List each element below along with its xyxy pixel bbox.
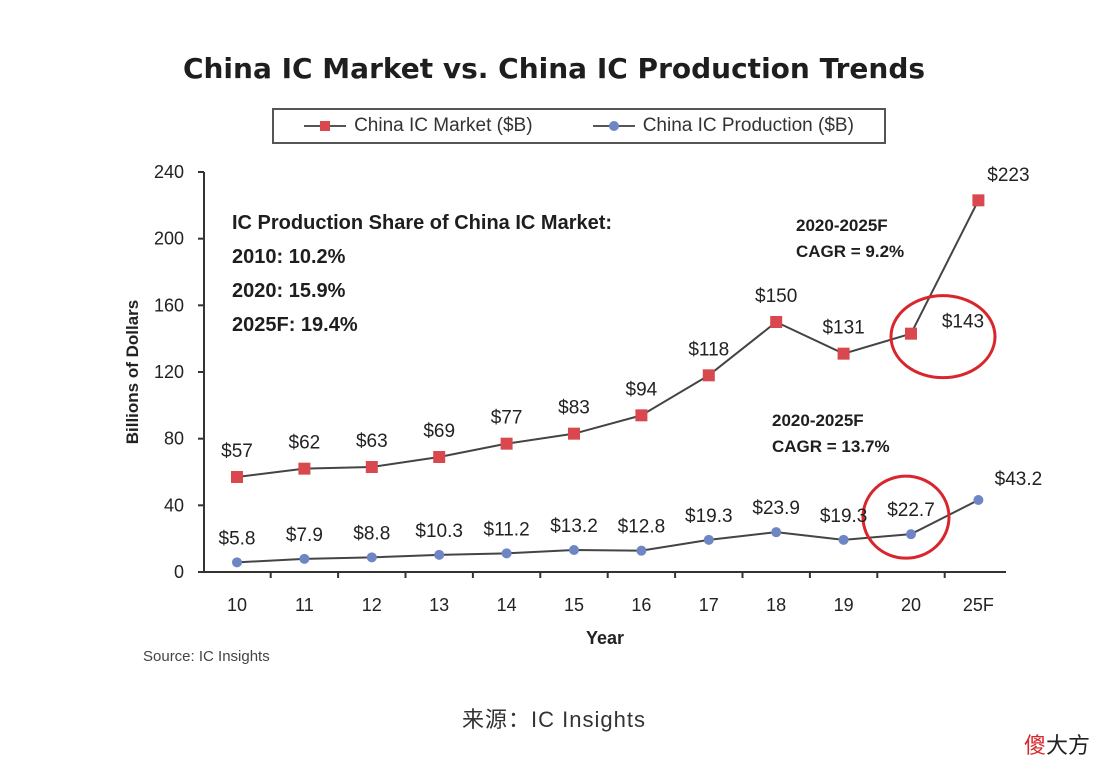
x-tick-label: 19	[834, 595, 854, 615]
source-note: Source: IC Insights	[143, 648, 270, 665]
market-point	[500, 437, 513, 450]
production-point	[434, 549, 445, 560]
market-point	[365, 461, 378, 473]
production-data-label: $13.2	[550, 516, 598, 537]
cagr-production-annotation: 2020-2025F CAGR = 13.7%	[772, 408, 890, 460]
x-tick-label: 14	[497, 595, 517, 615]
highlight-circle-market	[889, 294, 997, 380]
share-annotation: IC Production Share of China IC Market: …	[232, 206, 612, 342]
market-point	[905, 327, 917, 340]
production-data-label: $19.3	[685, 506, 733, 527]
market-point	[972, 194, 985, 207]
production-data-label: $43.2	[995, 469, 1043, 490]
production-data-label: $12.8	[618, 517, 666, 538]
production-point	[973, 495, 984, 505]
production-point	[569, 545, 579, 555]
watermark-rest: 大方	[1045, 733, 1090, 758]
x-axis-label: Year	[586, 628, 624, 648]
market-data-label: $150	[755, 286, 797, 307]
production-data-label: $10.3	[415, 521, 463, 542]
production-point	[636, 545, 647, 556]
production-point	[232, 557, 242, 568]
legend-label-market: China IC Market ($B)	[354, 115, 533, 136]
y-tick-label: 160	[154, 295, 184, 315]
production-data-label: $19.3	[820, 506, 868, 527]
production-data-label: $11.2	[484, 519, 530, 540]
production-point	[501, 548, 512, 559]
legend-item-production: China IC Production ($B)	[592, 115, 854, 137]
market-data-label: $223	[987, 165, 1029, 186]
highlight-circle-production	[861, 474, 951, 560]
x-tick-label: 20	[901, 595, 921, 615]
share-line-2010: 2010: 10.2%	[232, 246, 346, 268]
watermark-first-char: 傻	[1023, 733, 1046, 758]
production-point	[366, 552, 377, 563]
production-data-label: $7.9	[286, 525, 323, 546]
market-point	[231, 471, 243, 483]
x-tick-label: 25F	[963, 595, 994, 615]
market-point	[298, 462, 311, 475]
series-line-market	[236, 199, 980, 478]
x-tick-label: 13	[429, 595, 449, 615]
market-data-label: $143	[942, 312, 984, 333]
legend: China IC Market ($B) China IC Production…	[272, 108, 886, 144]
production-point	[299, 553, 310, 564]
x-tick-label: 10	[227, 595, 247, 615]
production-data-label: $22.7	[887, 500, 935, 521]
x-tick-label: 18	[766, 595, 786, 615]
y-tick-label: 200	[154, 229, 184, 249]
market-point	[635, 409, 648, 422]
production-point	[703, 534, 714, 545]
y-tick-label: 240	[154, 162, 184, 182]
cagr-production-value: CAGR = 13.7%	[772, 437, 890, 456]
production-point	[906, 529, 916, 540]
market-data-label: $62	[289, 433, 321, 454]
cagr-market-period: 2020-2025F	[796, 216, 888, 235]
market-point	[702, 369, 715, 382]
market-data-label: $83	[558, 398, 590, 419]
x-tick-label: 12	[362, 595, 382, 615]
production-data-label: $5.8	[219, 528, 256, 549]
share-line-2020: 2020: 15.9%	[232, 280, 346, 302]
market-data-label: $69	[423, 421, 455, 442]
watermark: 傻大方	[1024, 728, 1090, 760]
x-tick-label: 16	[631, 595, 651, 615]
series-line-production	[236, 499, 979, 564]
market-point	[433, 451, 446, 463]
market-data-label: $118	[688, 339, 729, 360]
market-data-label: $63	[356, 431, 388, 452]
y-tick-label: 80	[164, 429, 184, 449]
production-point	[771, 527, 782, 538]
x-tick-label: 17	[699, 595, 719, 615]
market-data-label: $57	[221, 441, 253, 462]
cagr-market-annotation: 2020-2025F CAGR = 9.2%	[796, 213, 904, 265]
legend-swatch-market	[304, 120, 347, 132]
x-tick-label: 15	[564, 595, 584, 615]
market-data-label: $94	[626, 379, 658, 400]
legend-item-market: China IC Market ($B)	[304, 115, 533, 137]
cagr-production-period: 2020-2025F	[772, 411, 864, 430]
production-data-label: $23.9	[752, 498, 800, 519]
market-point	[568, 427, 580, 440]
production-data-label: $8.8	[353, 523, 390, 544]
market-data-label: $131	[822, 318, 864, 339]
y-tick-label: 40	[164, 495, 184, 515]
production-point	[838, 534, 849, 545]
market-data-label: $77	[491, 408, 523, 429]
market-point	[770, 316, 783, 328]
y-tick-label: 120	[154, 362, 184, 382]
y-axis-label: Billions of Dollars	[123, 300, 142, 445]
y-tick-label: 0	[174, 562, 184, 582]
cagr-market-value: CAGR = 9.2%	[796, 242, 905, 261]
image-caption: 来源：IC Insights	[462, 707, 646, 732]
legend-swatch-production	[592, 120, 635, 132]
market-point	[837, 347, 850, 360]
share-heading: IC Production Share of China IC Market:	[232, 212, 613, 234]
x-tick-label: 11	[295, 595, 314, 615]
share-line-2025: 2025F: 19.4%	[232, 314, 358, 336]
legend-label-production: China IC Production ($B)	[642, 115, 854, 136]
chart-title: China IC Market vs. China IC Production …	[182, 52, 926, 85]
